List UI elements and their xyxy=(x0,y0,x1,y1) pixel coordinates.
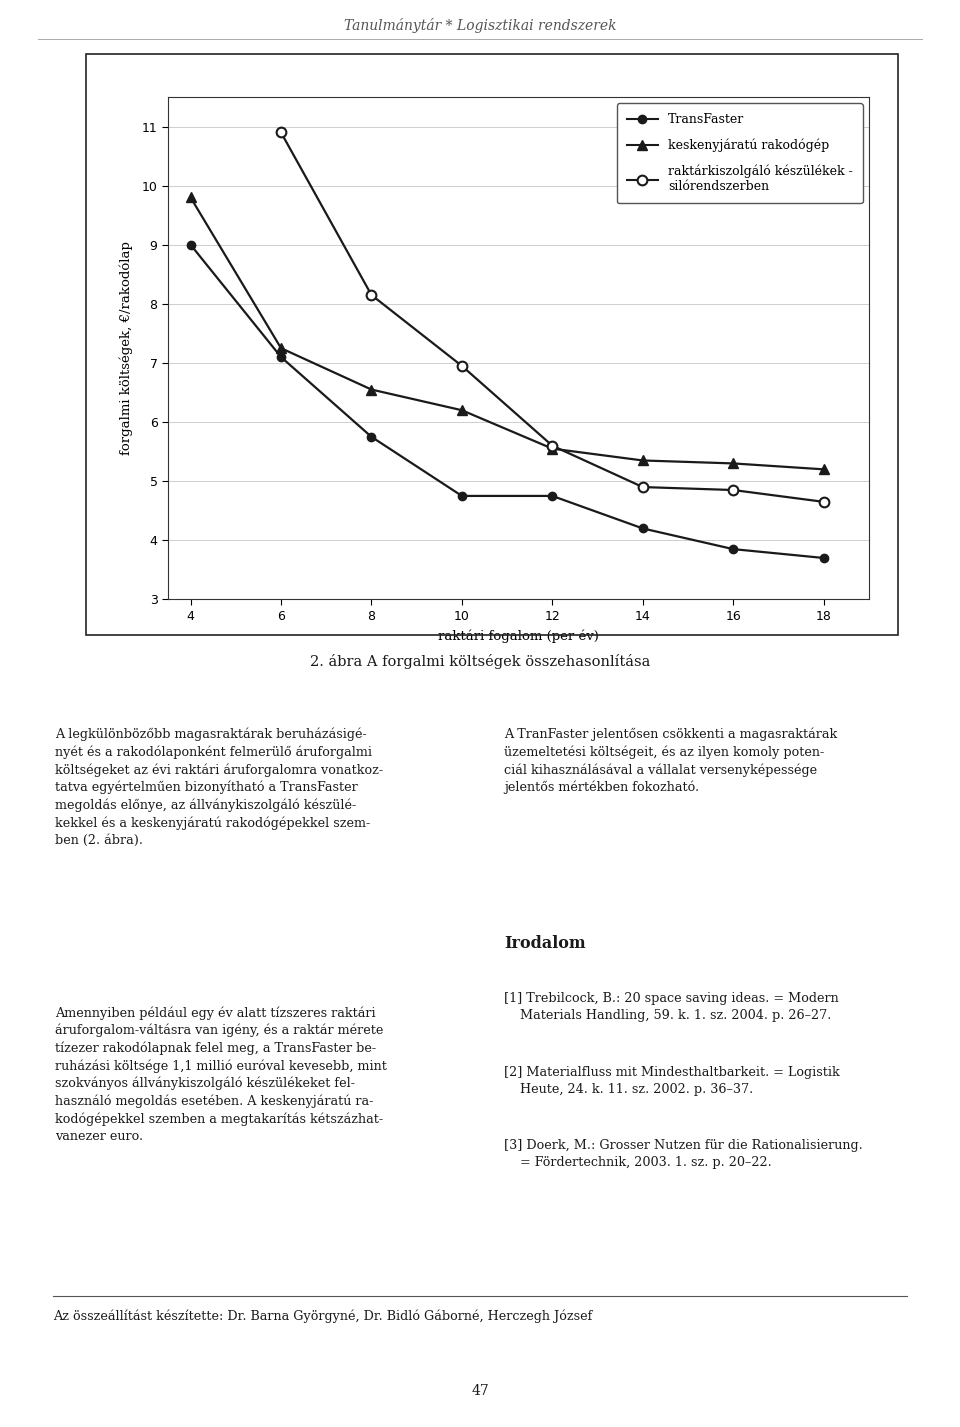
Text: A TranFaster jelentősen csökkenti a magasraktárak
üzemeltetési költségeit, és az: A TranFaster jelentősen csökkenti a maga… xyxy=(504,728,837,795)
Text: A legkülönbözőbb magasraktárak beruházásigé-
nyét és a rakodólaponként felmerülő: A legkülönbözőbb magasraktárak beruházás… xyxy=(55,728,383,846)
Text: [1] Trebilcock, B.: 20 space saving ideas. = Modern
    Materials Handling, 59. : [1] Trebilcock, B.: 20 space saving idea… xyxy=(504,992,839,1022)
Text: [2] Materialfluss mit Mindesthaltbarkeit. = Logistik
    Heute, 24. k. 11. sz. 2: [2] Materialfluss mit Mindesthaltbarkeit… xyxy=(504,1066,840,1096)
Text: 2. ábra A forgalmi költségek összehasonlítása: 2. ábra A forgalmi költségek összehasonl… xyxy=(310,654,650,669)
Text: Az összeállítást készítette: Dr. Barna Györgyné, Dr. Bidló Gáborné, Herczegh Józ: Az összeállítást készítette: Dr. Barna G… xyxy=(53,1310,592,1323)
Text: Irodalom: Irodalom xyxy=(504,935,586,952)
X-axis label: raktári fogalom (per év): raktári fogalom (per év) xyxy=(438,629,599,644)
Y-axis label: forgalmi költségek, €/rakodólap: forgalmi költségek, €/rakodólap xyxy=(120,241,133,455)
Text: Tanulmánytár * Logisztikai rendszerek: Tanulmánytár * Logisztikai rendszerek xyxy=(344,17,616,33)
Legend: TransFaster, keskenyjáratú rakodógép, raktárkiszolgáló készülékek -
silórendszer: TransFaster, keskenyjáratú rakodógép, ra… xyxy=(616,103,862,203)
Text: 47: 47 xyxy=(471,1384,489,1398)
Text: Amennyiben például egy év alatt tízszeres raktári
áruforgalom-váltásra van igény: Amennyiben például egy év alatt tízszere… xyxy=(55,1006,387,1143)
Text: [3] Doerk, M.: Grosser Nutzen für die Rationalisierung.
    = Fördertechnik, 200: [3] Doerk, M.: Grosser Nutzen für die Ra… xyxy=(504,1139,863,1169)
